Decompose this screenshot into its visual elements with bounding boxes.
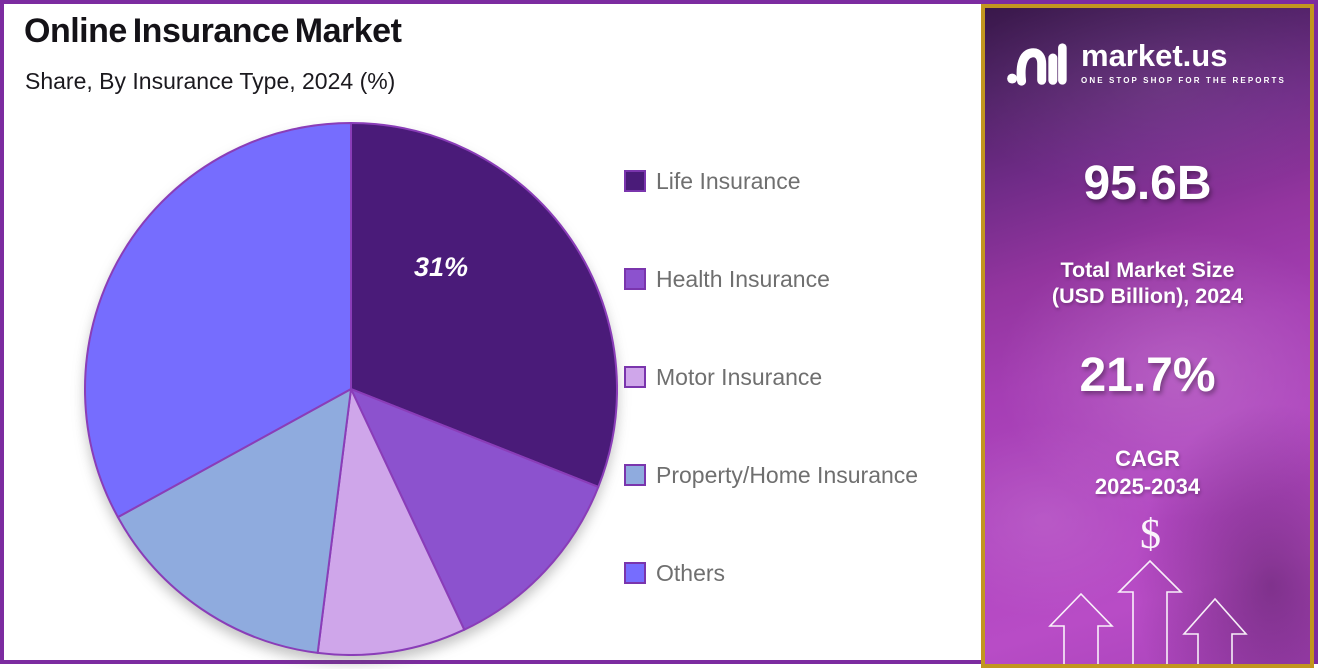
pie-slice-1 <box>350 388 600 631</box>
growth-arrows-icon <box>1048 559 1248 664</box>
legend-item-motor-insurance: Motor Insurance <box>624 364 994 390</box>
cagr-label-line2: 2025-2034 <box>1094 474 1201 499</box>
pie-slice-3 <box>116 388 352 654</box>
brand-name: market.us <box>1081 38 1228 73</box>
legend-swatch-motor-insurance <box>624 366 646 388</box>
legend-label-life-insurance: Life Insurance <box>656 167 801 194</box>
market-size-label-line1: Total Market Size <box>1060 258 1235 282</box>
legend-swatch-health-insurance <box>624 268 646 290</box>
cagr-label-line1: CAGR <box>1115 446 1180 471</box>
chart-legend: Life Insurance Health Insurance Motor In… <box>624 168 994 658</box>
dollar-icon: $ <box>1140 512 1161 558</box>
pie-slice-2 <box>316 388 466 656</box>
legend-item-life-insurance: Life Insurance <box>624 168 994 194</box>
market-size-label: Total Market Size (USD Billion), 2024 <box>985 257 1310 309</box>
legend-swatch-property-home-insurance <box>624 464 646 486</box>
cagr-label: CAGR 2025-2034 <box>985 445 1310 501</box>
brand-logo-text: market.us ONE STOP SHOP FOR THE REPORTS <box>1081 38 1286 85</box>
pie-chart <box>83 122 618 656</box>
legend-label-property-home-insurance: Property/Home Insurance <box>656 461 919 488</box>
cagr-value: 21.7% <box>1079 349 1216 402</box>
brand-logo: market.us ONE STOP SHOP FOR THE REPORTS <box>1007 38 1286 87</box>
pie-slice-0 <box>350 122 618 488</box>
legend-label-others: Others <box>656 559 726 586</box>
brand-sidebar: market.us ONE STOP SHOP FOR THE REPORTS … <box>981 4 1314 668</box>
market-size-label-line2: (USD Billion), 2024 <box>1051 284 1244 308</box>
legend-label-health-insurance: Health Insurance <box>656 265 830 292</box>
legend-swatch-life-insurance <box>624 170 646 192</box>
market-size-value: 95.6B <box>1083 157 1212 210</box>
marketus-logo-icon <box>1007 43 1067 86</box>
brand-tagline: ONE STOP SHOP FOR THE REPORTS <box>1081 76 1286 85</box>
pie-slice-4 <box>83 122 352 519</box>
legend-item-health-insurance: Health Insurance <box>624 266 994 292</box>
legend-swatch-others <box>624 562 646 584</box>
legend-item-property-home-insurance: Property/Home Insurance <box>624 462 994 488</box>
chart-subtitle: Share, By Insurance Type, 2024 (%) <box>25 68 396 94</box>
legend-item-others: Others <box>624 560 994 586</box>
legend-label-motor-insurance: Motor Insurance <box>656 363 823 390</box>
page-title: Online Insurance Market <box>24 12 402 50</box>
chart-area: Online Insurance Market Share, By Insura… <box>4 4 1314 660</box>
pie-data-label: 31% <box>414 252 469 282</box>
